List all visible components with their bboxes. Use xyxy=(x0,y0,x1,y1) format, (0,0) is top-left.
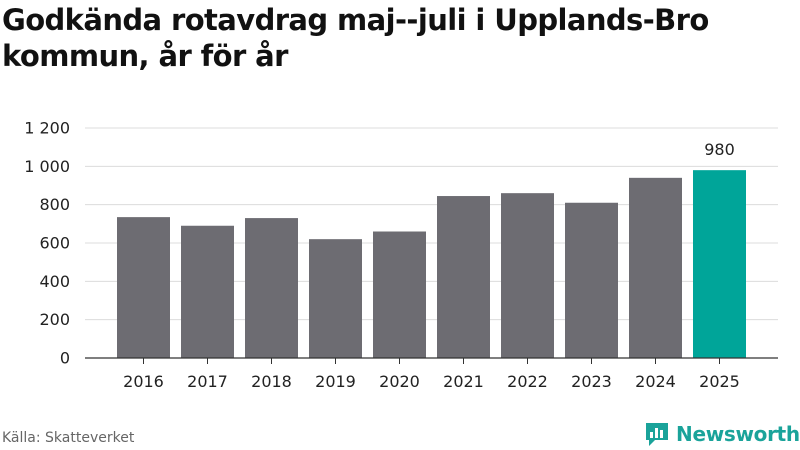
newsworthy-brand: Newsworthy xyxy=(644,421,800,447)
y-tick-label: 400 xyxy=(39,272,70,291)
bar xyxy=(373,231,426,358)
bar xyxy=(117,217,170,358)
data-labels: 980 xyxy=(704,140,735,159)
x-tick-label: 2025 xyxy=(699,372,740,391)
x-tick-label: 2019 xyxy=(315,372,356,391)
bar xyxy=(181,225,234,358)
x-tick-label: 2016 xyxy=(123,372,164,391)
x-tick-label: 2022 xyxy=(507,372,548,391)
x-tick-label: 2024 xyxy=(635,372,676,391)
x-tick-label: 2018 xyxy=(251,372,292,391)
newsworthy-logo-icon xyxy=(646,423,668,446)
x-tick-label: 2021 xyxy=(443,372,484,391)
y-tick-label: 800 xyxy=(39,195,70,214)
y-tick-label: 1 000 xyxy=(24,157,70,176)
chart-title-line-2: kommun, år för år xyxy=(2,39,288,73)
bar xyxy=(437,196,490,358)
bar xyxy=(501,193,554,358)
x-axis-tick-labels: 2016 2017 2018 2019 2020 2021 2022 2023 2024 2025 xyxy=(123,358,740,391)
source-note: Källa: Skatteverket xyxy=(2,430,135,446)
y-axis-tick-labels: 0 200 400 600 800 1 000 1 200 xyxy=(24,119,70,368)
bars xyxy=(117,170,746,358)
bar xyxy=(245,218,298,358)
bar-data-label: 980 xyxy=(704,140,735,159)
y-tick-label: 0 xyxy=(60,349,70,368)
chart-title-line-1: Godkända rotavdrag maj--juli i Upplands-… xyxy=(2,3,709,37)
bar xyxy=(629,177,682,358)
x-tick-label: 2017 xyxy=(187,372,228,391)
y-tick-label: 1 200 xyxy=(24,119,70,138)
bar xyxy=(309,239,362,358)
brand-name: Newsworthy xyxy=(676,422,800,446)
y-tick-label: 200 xyxy=(39,310,70,329)
chart-title: Godkända rotavdrag maj--juli i Upplands-… xyxy=(2,2,792,74)
y-tick-label: 600 xyxy=(39,234,70,253)
x-tick-label: 2020 xyxy=(379,372,420,391)
bar xyxy=(693,170,746,358)
x-tick-label: 2023 xyxy=(571,372,612,391)
bar xyxy=(565,202,618,358)
